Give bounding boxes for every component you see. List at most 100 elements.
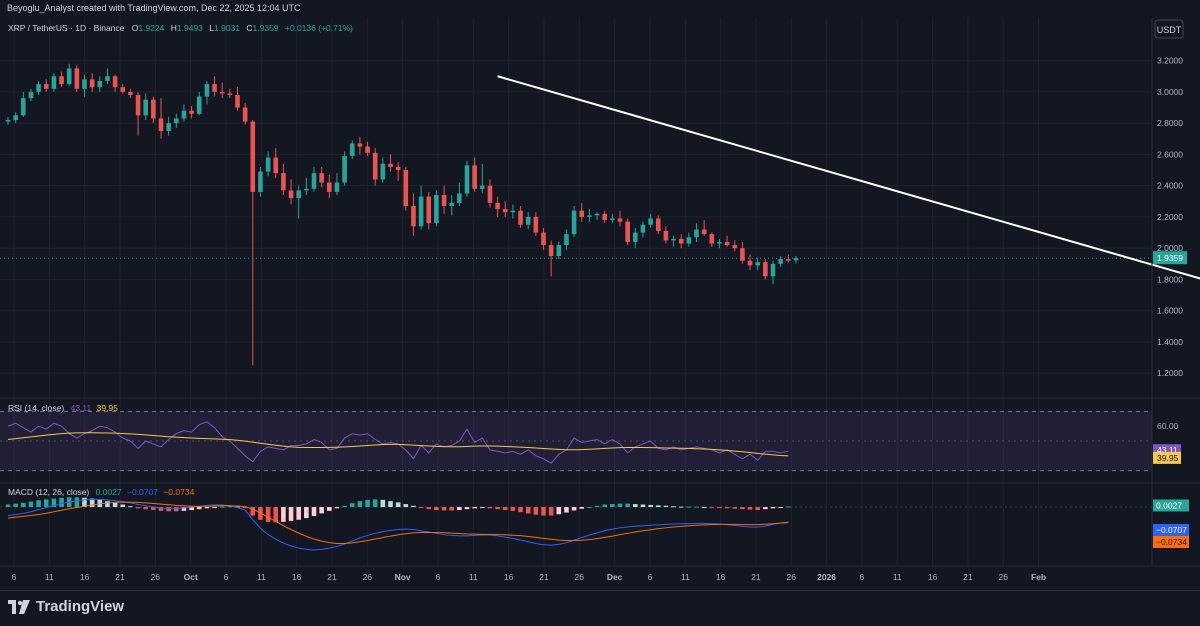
candle-body [319, 173, 324, 183]
candle-body [694, 229, 699, 238]
candle-body [648, 218, 653, 225]
candle-body [655, 218, 661, 232]
macd-histogram-bar [694, 506, 699, 508]
macd-histogram-bar [304, 507, 309, 519]
price-tick-label: 2.2000 [1157, 212, 1183, 222]
candle-body [625, 221, 630, 242]
macd-histogram-bar [212, 507, 217, 509]
change-value: +0.0136 (+0.71%) [285, 23, 353, 33]
candle-body [411, 205, 416, 227]
macd-histogram-badge-label: 0.0027 [1156, 500, 1182, 510]
rsi-legend[interactable]: RSI (14, close) 43.11 39.95 [8, 403, 118, 413]
candle [357, 137, 363, 155]
macd-histogram-bar [640, 504, 646, 508]
time-tick-label: 16 [80, 572, 90, 582]
time-tick-label: 16 [716, 572, 726, 582]
macd-histogram-bar [28, 501, 34, 508]
trendline[interactable] [497, 75, 1200, 281]
price-tick-label: 2.8000 [1157, 118, 1183, 128]
candle-body [365, 146, 370, 153]
candle-body [219, 91, 225, 94]
macd-histogram-bar [74, 497, 80, 508]
macd-histogram-bar [686, 506, 692, 508]
macd-histogram-bar [724, 507, 730, 509]
candle [166, 116, 171, 136]
macd-histogram-bar [151, 507, 156, 511]
candle-body [686, 237, 692, 244]
macd-histogram-bar [342, 505, 347, 508]
time-tick-label: 26 [575, 572, 585, 582]
candle-body [13, 115, 18, 121]
candle-body [464, 165, 470, 194]
macd-histogram-bar [296, 507, 301, 520]
time-axis[interactable]: 6 11 16 21 26 Oct 6 11 16 21 26 Nov 6 11 16 21 26 Dec 6 11 1… [12, 572, 1046, 582]
candle [648, 213, 653, 228]
price-axis[interactable]: 3.2000 3.0000 2.8000 2.6000 2.4000 2.2000 2.00… [1153, 56, 1189, 548]
candle-body [51, 76, 57, 89]
candle-body [602, 213, 607, 221]
macd-histogram-bar [617, 503, 623, 508]
time-tick-label: 11 [893, 572, 902, 582]
macd-histogram-bar [365, 499, 370, 508]
candle-body [349, 143, 355, 156]
macd-histogram-bar [36, 500, 41, 508]
candle [13, 112, 18, 124]
macd-histogram-bar [135, 507, 141, 509]
macd-histogram-bar [786, 506, 791, 508]
candle [610, 213, 615, 224]
chart-canvas[interactable]: 3.2000 3.0000 2.8000 2.6000 2.4000 2.2000 2.00… [0, 0, 1200, 590]
candle [663, 226, 669, 244]
macd-histogram-bar [671, 506, 676, 508]
macd-histogram-bar [472, 507, 477, 509]
macd-histogram-bar [747, 507, 753, 510]
candle [617, 210, 623, 227]
macd-legend[interactable]: MACD (12, 26, close) 0.0027 −0.0707 −0.0… [8, 487, 195, 497]
candle-body [763, 262, 768, 277]
time-tick-label: 26 [999, 572, 1009, 582]
macd-histogram-bar [120, 504, 126, 508]
candle-body [258, 171, 263, 192]
tradingview-logo[interactable]: TradingView [8, 598, 124, 615]
macd-histogram-bar [663, 505, 669, 508]
macd-histogram-bar [571, 507, 577, 511]
symbol-legend[interactable]: XRP / TetherUS · 1D · Binance O1.9224 H1… [8, 23, 353, 33]
candle-body [304, 188, 309, 191]
high-label: H [171, 23, 177, 33]
macd-histogram-bar [273, 507, 279, 523]
rsi-value-label: 43.11 [1157, 445, 1178, 455]
candle [349, 140, 355, 160]
candle [602, 210, 607, 224]
candle [480, 163, 485, 194]
macd-histogram-bar [21, 502, 26, 508]
macd-histogram-bar [388, 501, 393, 508]
candle [426, 191, 432, 230]
candle [793, 256, 799, 264]
candle [411, 193, 416, 236]
candle-body [36, 84, 41, 92]
time-tick-label: 6 [224, 572, 229, 582]
macd-histogram-bar [556, 507, 562, 515]
candle-body [403, 170, 409, 206]
candle [694, 223, 699, 242]
price-tick-label: 2.6000 [1157, 149, 1183, 159]
macd-histogram-bar [602, 504, 607, 508]
candle [342, 151, 347, 186]
candle-body [242, 107, 248, 122]
currency-badge[interactable] [1154, 19, 1184, 39]
candle-body [740, 248, 745, 261]
macd-histogram-bar [564, 507, 569, 513]
candle-body [457, 193, 462, 203]
candle-body [212, 84, 217, 92]
macd-histogram-bar [288, 507, 294, 522]
candle [747, 254, 753, 271]
candle-body [548, 245, 554, 257]
macd-histogram-bar [250, 507, 256, 516]
time-tick-label: 16 [292, 572, 302, 582]
candle-body [89, 79, 95, 88]
macd-histogram-bar [227, 506, 233, 508]
candle-body [487, 185, 493, 203]
time-tick-label: 6 [860, 572, 865, 582]
candle-body [128, 91, 133, 96]
time-tick-label: Nov [395, 572, 411, 582]
candle [250, 120, 256, 366]
